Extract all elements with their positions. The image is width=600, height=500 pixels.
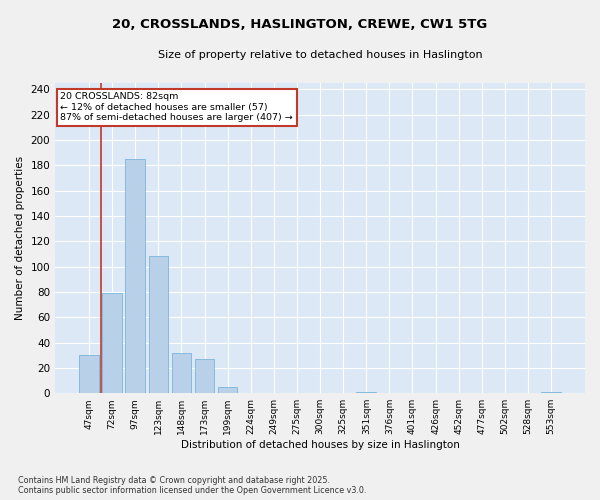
Title: Size of property relative to detached houses in Haslington: Size of property relative to detached ho… <box>158 50 482 60</box>
Y-axis label: Number of detached properties: Number of detached properties <box>15 156 25 320</box>
X-axis label: Distribution of detached houses by size in Haslington: Distribution of detached houses by size … <box>181 440 460 450</box>
Text: Contains HM Land Registry data © Crown copyright and database right 2025.
Contai: Contains HM Land Registry data © Crown c… <box>18 476 367 495</box>
Bar <box>149 256 168 393</box>
Text: 20, CROSSLANDS, HASLINGTON, CREWE, CW1 5TG: 20, CROSSLANDS, HASLINGTON, CREWE, CW1 5… <box>112 18 488 30</box>
Bar <box>356 392 376 393</box>
Bar <box>195 359 214 393</box>
Bar <box>103 293 122 393</box>
Text: 20 CROSSLANDS: 82sqm
← 12% of detached houses are smaller (57)
87% of semi-detac: 20 CROSSLANDS: 82sqm ← 12% of detached h… <box>61 92 293 122</box>
Bar <box>172 352 191 393</box>
Bar <box>541 392 561 393</box>
Bar <box>125 159 145 393</box>
Bar <box>218 387 238 393</box>
Bar <box>79 355 99 393</box>
